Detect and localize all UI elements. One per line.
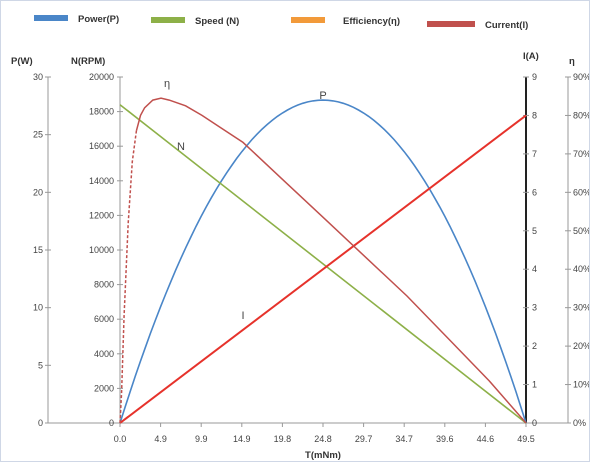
tick-label-current: 3 <box>532 303 537 313</box>
tick-label-efficiency: 20% <box>573 341 589 351</box>
tick-label-speed: 6000 <box>94 314 114 324</box>
tick-label-power: 15 <box>33 245 43 255</box>
tick-label-efficiency: 80% <box>573 110 589 120</box>
tick-label-current: 4 <box>532 264 537 274</box>
tick-label-speed: 20000 <box>89 72 114 82</box>
legend-swatch-efficiency <box>291 17 325 23</box>
legend-label-power: Power(P) <box>78 14 119 25</box>
tick-label-x: 24.8 <box>314 434 332 444</box>
tick-label-current: 8 <box>532 110 537 120</box>
tick-label-speed: 16000 <box>89 141 114 151</box>
axis-title-x: T(mNm) <box>305 450 341 461</box>
tick-label-x: 0.0 <box>114 434 127 444</box>
tick-label-current: 7 <box>532 149 537 159</box>
tick-group: 0510152025300200040006000800010000120001… <box>33 72 589 444</box>
tick-label-x: 9.9 <box>195 434 208 444</box>
tick-label-efficiency: 0% <box>573 418 586 428</box>
tick-label-x: 49.5 <box>517 434 535 444</box>
tick-label-efficiency: 40% <box>573 264 589 274</box>
tick-label-power: 30 <box>33 72 43 82</box>
legend-swatch-speed <box>151 17 185 23</box>
legend: Power(P) Speed (N) Efficiency(η) Current… <box>34 14 528 31</box>
tick-label-speed: 12000 <box>89 210 114 220</box>
tick-label-efficiency: 70% <box>573 149 589 159</box>
tick-label-current: 0 <box>532 418 537 428</box>
tick-label-efficiency: 30% <box>573 303 589 313</box>
tick-label-efficiency: 90% <box>573 72 589 82</box>
axis-title-power: P(W) <box>11 56 33 67</box>
legend-swatch-power <box>34 15 68 21</box>
legend-swatch-current <box>427 21 475 27</box>
legend-label-speed: Speed (N) <box>195 16 239 27</box>
tick-label-power: 0 <box>38 418 43 428</box>
legend-label-efficiency: Efficiency(η) <box>343 16 400 27</box>
tick-label-current: 2 <box>532 341 537 351</box>
tick-label-x: 14.9 <box>233 434 251 444</box>
series-efficiency-dashed <box>119 130 138 424</box>
tick-label-efficiency: 10% <box>573 380 589 390</box>
tick-label-efficiency: 60% <box>573 187 589 197</box>
tick-label-current: 9 <box>532 72 537 82</box>
series-efficiency <box>135 97 527 424</box>
axis-title-speed: N(RPM) <box>71 56 105 67</box>
tick-label-current: 1 <box>532 380 537 390</box>
tick-label-speed: 18000 <box>89 107 114 117</box>
series-current <box>119 114 527 424</box>
tick-label-x: 4.9 <box>154 434 167 444</box>
tick-label-x: 34.7 <box>395 434 413 444</box>
tick-label-power: 25 <box>33 130 43 140</box>
legend-label-current: Current(I) <box>485 20 528 31</box>
tick-label-power: 5 <box>38 360 43 370</box>
curve-label-efficiency: η <box>164 78 170 90</box>
axis-title-current: I(A) <box>523 51 539 62</box>
tick-label-power: 20 <box>33 187 43 197</box>
curve-label-speed: N <box>177 141 185 153</box>
tick-label-speed: 14000 <box>89 176 114 186</box>
tick-label-speed: 10000 <box>89 245 114 255</box>
curve-label-power: P <box>319 90 326 102</box>
tick-label-speed: 2000 <box>94 383 114 393</box>
tick-label-current: 6 <box>532 187 537 197</box>
axis-title-efficiency: η <box>569 56 575 67</box>
tick-label-x: 19.8 <box>274 434 292 444</box>
curve-label-current: I <box>241 310 244 322</box>
series-speed <box>119 104 527 424</box>
tick-label-speed: 8000 <box>94 280 114 290</box>
tick-label-current: 5 <box>532 226 537 236</box>
series-power <box>119 99 527 424</box>
tick-label-x: 39.6 <box>436 434 454 444</box>
tick-label-speed: 0 <box>109 418 114 428</box>
tick-label-speed: 4000 <box>94 349 114 359</box>
tick-label-power: 10 <box>33 303 43 313</box>
series-group <box>119 97 527 424</box>
tick-label-x: 29.7 <box>355 434 373 444</box>
tick-label-efficiency: 50% <box>573 226 589 236</box>
tick-label-x: 44.6 <box>477 434 495 444</box>
